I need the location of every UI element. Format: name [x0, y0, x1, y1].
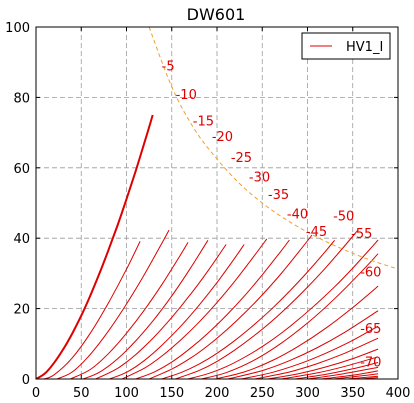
y-tick-label: 60 — [13, 162, 30, 177]
curve-label: -25 — [231, 151, 252, 166]
x-tick-label: 250 — [250, 386, 275, 401]
plate-curve--80 — [241, 325, 379, 379]
x-tick-label: 0 — [32, 386, 40, 401]
x-tick-label: 200 — [205, 386, 230, 401]
plate-curve--90 — [267, 348, 379, 379]
x-tick-label: 100 — [114, 386, 139, 401]
plate-curve--45 — [148, 234, 313, 379]
plate-curve--85 — [254, 337, 379, 379]
curve-label: -15 — [193, 114, 214, 129]
plate-curve--40 — [135, 239, 290, 379]
plate-curve--15 — [70, 242, 189, 379]
curve-label: -65 — [360, 322, 381, 337]
curve-label: -5 — [162, 60, 175, 75]
curve-label: -10 — [176, 88, 197, 103]
plate-curve--110 — [321, 370, 379, 379]
plate-curve--50 — [161, 239, 335, 379]
curve-label: -35 — [268, 188, 289, 203]
plate-curve--70 — [215, 285, 379, 379]
curve-label: -60 — [360, 266, 381, 281]
y-tick-label: 80 — [13, 91, 30, 106]
plate-curve--105 — [307, 366, 379, 379]
dissipation-curve — [148, 27, 398, 270]
x-tick-label: 150 — [159, 386, 184, 401]
plate-curve--20 — [82, 240, 209, 379]
curve-label: -50 — [333, 209, 354, 224]
plate-curve--95 — [281, 356, 379, 379]
y-tick-label: 20 — [13, 303, 30, 318]
plate-curve--65 — [201, 253, 379, 379]
y-tick-label: 0 — [22, 373, 30, 388]
curve-label: -55 — [351, 227, 372, 242]
plate-curve--60 — [187, 239, 379, 379]
plate-curve--35 — [121, 238, 268, 379]
y-tick-label: 40 — [13, 232, 30, 247]
plate-curve--5 — [43, 241, 141, 379]
curve-label: -40 — [287, 208, 308, 223]
plate-curve--100 — [294, 362, 379, 379]
plate-curve--55 — [175, 229, 359, 379]
curve-labels: -5-10 -15-20 -25 -30 -35 -40 -45 -50 -55 -60 -65 -7… — [162, 60, 382, 371]
plate-curve--25 — [95, 244, 227, 379]
x-tick-label: 50 — [73, 386, 90, 401]
x-tick-label: 300 — [295, 386, 320, 401]
plate-curve--10 — [56, 229, 170, 379]
plate-curve--75 — [227, 310, 379, 379]
x-tick-label: 400 — [386, 386, 411, 401]
curve-label: -30 — [249, 171, 270, 186]
grid — [36, 27, 398, 379]
curve-label: -70 — [360, 355, 381, 370]
curve-label: -45 — [306, 225, 327, 240]
plate-curves — [36, 27, 398, 379]
x-tick-label: 350 — [340, 386, 365, 401]
chart-title: DW601 — [187, 5, 246, 24]
legend-label: HV1_I — [346, 40, 383, 55]
plate-curve--115 — [333, 373, 379, 379]
plate-curve--30 — [109, 244, 245, 379]
plot-frame — [35, 26, 399, 380]
curve-label: -20 — [212, 130, 233, 145]
legend: HV1_I — [301, 32, 391, 60]
y-tick-label: 100 — [5, 21, 30, 36]
plate-curve-0 — [36, 114, 154, 379]
axis-ticks: 0 50 100 150 200 250 300 350 400 0 20 40 60 80 100 — [5, 21, 410, 401]
